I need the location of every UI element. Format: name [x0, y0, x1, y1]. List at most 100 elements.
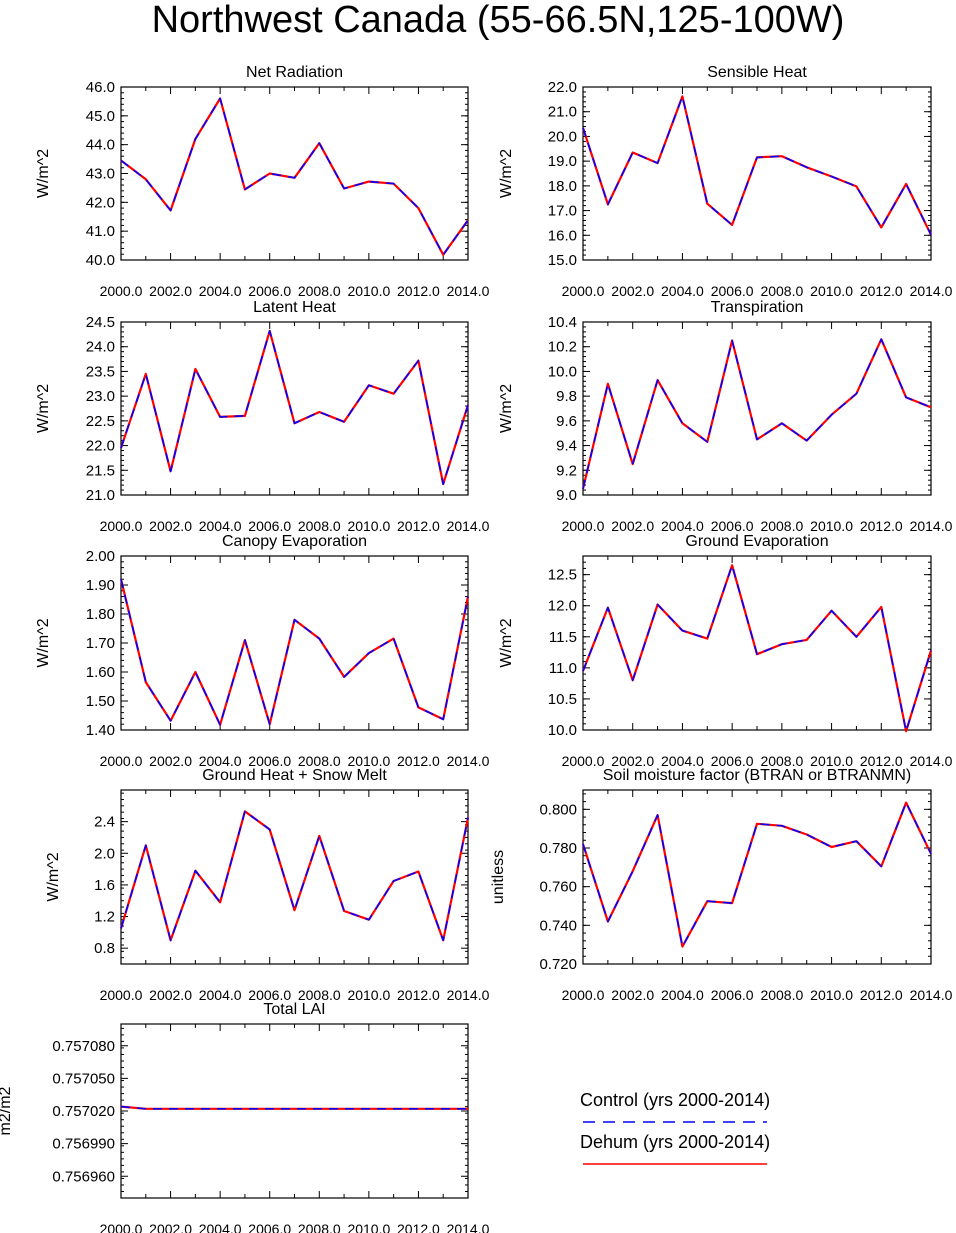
plot-frame	[120, 86, 469, 261]
x-tick-label: 2010.0	[347, 753, 390, 769]
y-tick-label: 2.0	[94, 845, 115, 862]
x-tick-label: 2004.0	[199, 1221, 242, 1233]
x-tick-label: 2008.0	[298, 1221, 341, 1233]
x-tick-label: 2008.0	[298, 987, 341, 1003]
x-tick-label: 2002.0	[611, 283, 654, 299]
x-tick-label: 2014.0	[910, 518, 953, 534]
y-tick-label: 9.8	[556, 388, 577, 405]
plot-frame	[120, 555, 469, 731]
x-tick-label: 2006.0	[711, 283, 754, 299]
legend-label: Control (yrs 2000-2014)	[580, 1090, 770, 1110]
chart-panel-2: Sensible Heat W/m^2 2000.0 2002.0 2004.0 2006…	[498, 64, 953, 299]
x-tick-label: 2002.0	[611, 753, 654, 769]
x-tick-label: 2012.0	[397, 518, 440, 534]
series-line-dehum	[581, 564, 933, 733]
x-tick-label: 2008.0	[298, 518, 341, 534]
y-tick-label: 21.0	[548, 104, 577, 121]
x-tick-label: 2008.0	[298, 283, 341, 299]
y-tick-label: 1.2	[94, 909, 115, 926]
y-tick-label: 22.0	[548, 79, 577, 96]
y-tick-label: 0.756990	[52, 1136, 115, 1153]
panel-title: Soil moisture factor (BTRAN or BTRANMN)	[603, 767, 912, 784]
x-tick-label: 2002.0	[611, 518, 654, 534]
x-tick-label: 2000.0	[562, 283, 605, 299]
y-tick-label: 11.0	[549, 660, 577, 677]
x-tick-label: 2014.0	[447, 518, 490, 534]
y-axis-label: W/m^2	[35, 618, 52, 667]
y-tick-label: 1.40	[86, 722, 115, 739]
series-line-control	[120, 1105, 468, 1110]
y-tick-label: 0.800	[539, 801, 577, 818]
plot-frame	[582, 321, 932, 496]
y-axis-label: W/m^2	[498, 149, 515, 198]
y-tick-label: 46.0	[86, 79, 115, 96]
y-tick-label: 15.0	[548, 252, 577, 269]
x-tick-label: 2012.0	[860, 518, 903, 534]
x-tick-label: 2006.0	[248, 1221, 291, 1233]
x-tick-label: 2012.0	[860, 283, 903, 299]
chart-panel-3: Latent Heat W/m^2 2000.0 2002.0 2004.0 2006.0…	[35, 299, 490, 534]
y-tick-label: 16.0	[548, 227, 577, 244]
x-tick-label: 2008.0	[760, 283, 803, 299]
y-tick-label: 9.2	[556, 462, 577, 479]
x-tick-label: 2012.0	[397, 283, 440, 299]
x-tick-label: 2014.0	[910, 987, 953, 1003]
x-tick-label: 2000.0	[562, 987, 605, 1003]
x-tick-label: 2006.0	[711, 518, 754, 534]
x-tick-label: 2010.0	[347, 283, 390, 299]
x-tick-label: 2002.0	[149, 283, 192, 299]
y-axis-label: W/m^2	[498, 384, 515, 433]
y-tick-label: 1.6	[94, 877, 115, 894]
y-axis-label: W/m^2	[35, 149, 52, 198]
y-tick-label: 21.5	[86, 462, 115, 479]
x-tick-label: 2006.0	[711, 987, 754, 1003]
x-tick-label: 2000.0	[562, 518, 605, 534]
y-tick-label: 1.50	[86, 693, 115, 710]
page-title: Northwest Canada (55-66.5N,125-100W)	[151, 0, 845, 41]
y-tick-label: 23.0	[86, 388, 115, 405]
y-tick-label: 17.0	[548, 203, 577, 220]
y-tick-label: 0.720	[539, 956, 577, 973]
series-line-dehum	[581, 338, 932, 490]
legend-label: Dehum (yrs 2000-2014)	[580, 1132, 770, 1152]
y-tick-label: 12.5	[548, 567, 577, 584]
chart-panel-1: Net Radiation W/m^2 2000.0 2002.0 2004.0 2006…	[35, 64, 490, 299]
x-tick-label: 2014.0	[447, 283, 490, 299]
plot-frame	[120, 1023, 469, 1199]
x-tick-label: 2002.0	[149, 518, 192, 534]
y-tick-label: 41.0	[86, 223, 115, 240]
series-line-dehum	[581, 801, 932, 948]
y-tick-label: 2.00	[86, 548, 115, 565]
y-tick-label: 42.0	[86, 194, 115, 211]
series-line-dehum	[119, 810, 470, 942]
panel-title: Sensible Heat	[707, 64, 807, 81]
y-tick-label: 22.5	[86, 413, 115, 430]
series-line-control	[582, 95, 932, 236]
y-axis-label: m2/m2	[0, 1086, 14, 1135]
x-tick-label: 2014.0	[447, 1221, 490, 1233]
x-tick-label: 2008.0	[760, 518, 803, 534]
y-tick-label: 1.90	[86, 577, 115, 594]
y-tick-label: 2.4	[94, 814, 115, 831]
y-tick-label: 40.0	[86, 252, 115, 269]
y-tick-label: 0.780	[539, 840, 577, 857]
x-tick-label: 2000.0	[562, 753, 605, 769]
chart-panel-5: Canopy Evaporation W/m^2 2000.0 2002.0 2004.…	[35, 533, 490, 769]
y-tick-label: 0.757080	[52, 1038, 115, 1055]
x-tick-label: 2010.0	[347, 1221, 390, 1233]
x-tick-label: 2012.0	[397, 1221, 440, 1233]
panel-title: Latent Heat	[253, 299, 336, 316]
x-tick-label: 2002.0	[149, 753, 192, 769]
x-tick-label: 2004.0	[199, 753, 242, 769]
panel-title: Ground Evaporation	[685, 533, 828, 550]
x-tick-label: 2010.0	[347, 518, 390, 534]
x-tick-label: 2008.0	[298, 753, 341, 769]
chart-panel-4: Transpiration W/m^2 2000.0 2002.0 2004.0 2006…	[498, 299, 953, 534]
y-tick-label: 0.760	[539, 879, 577, 896]
y-tick-label: 24.0	[86, 339, 115, 356]
x-tick-label: 2006.0	[248, 987, 291, 1003]
y-tick-label: 10.2	[548, 339, 577, 356]
chart-panel-8: Soil moisture factor (BTRAN or BTRANMN) u…	[490, 767, 953, 1003]
y-tick-label: 10.0	[548, 363, 577, 380]
y-tick-label: 22.0	[86, 438, 115, 455]
